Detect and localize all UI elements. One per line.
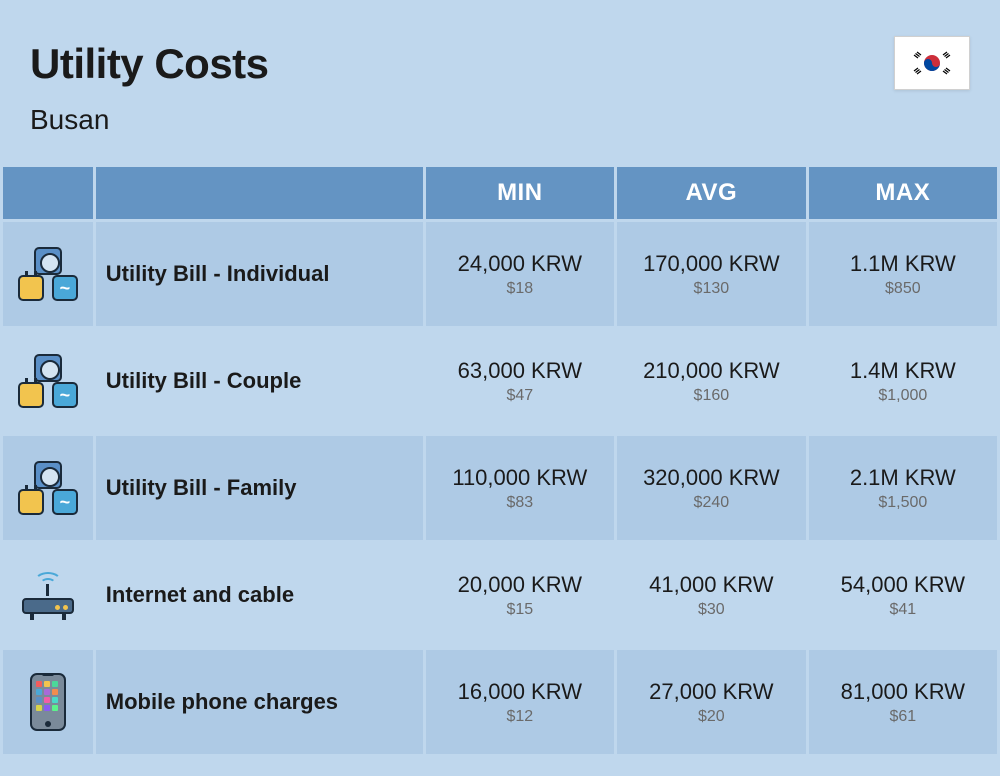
row-icon-cell	[3, 650, 93, 754]
table-row: Internet and cable20,000 KRW$1541,000 KR…	[3, 543, 997, 647]
avg-usd: $30	[625, 601, 798, 619]
row-label: Utility Bill - Individual	[96, 222, 423, 326]
col-header-min: MIN	[426, 167, 615, 219]
avg-krw: 41,000 KRW	[625, 571, 798, 600]
max-usd: $850	[817, 280, 989, 298]
utility-icon: ~	[18, 247, 78, 301]
row-max: 54,000 KRW$41	[809, 543, 997, 647]
col-header-max: MAX	[809, 167, 997, 219]
min-usd: $12	[434, 708, 607, 726]
page-subtitle: Busan	[30, 104, 970, 136]
utility-icon: ~	[18, 461, 78, 515]
max-usd: $1,500	[817, 494, 989, 512]
col-header-avg: AVG	[617, 167, 806, 219]
table-row: Mobile phone charges16,000 KRW$1227,000 …	[3, 650, 997, 754]
utility-icon: ~	[18, 354, 78, 408]
row-max: 2.1M KRW$1,500	[809, 436, 997, 540]
table-row: ~Utility Bill - Individual24,000 KRW$181…	[3, 222, 997, 326]
row-label: Internet and cable	[96, 543, 423, 647]
max-usd: $61	[817, 708, 989, 726]
min-krw: 16,000 KRW	[434, 678, 607, 707]
row-label: Mobile phone charges	[96, 650, 423, 754]
row-max: 1.4M KRW$1,000	[809, 329, 997, 433]
max-krw: 1.4M KRW	[817, 357, 989, 386]
router-icon	[18, 570, 78, 620]
row-icon-cell: ~	[3, 436, 93, 540]
row-avg: 210,000 KRW$160	[617, 329, 806, 433]
max-krw: 54,000 KRW	[817, 571, 989, 600]
row-min: 20,000 KRW$15	[426, 543, 615, 647]
min-usd: $15	[434, 601, 607, 619]
min-usd: $18	[434, 280, 607, 298]
max-krw: 2.1M KRW	[817, 464, 989, 493]
min-usd: $47	[434, 387, 607, 405]
min-krw: 20,000 KRW	[434, 571, 607, 600]
table-header-row: MIN AVG MAX	[3, 167, 997, 219]
header: Utility Costs Busan	[0, 0, 1000, 164]
country-flag-icon	[894, 36, 970, 90]
avg-usd: $240	[625, 494, 798, 512]
avg-krw: 320,000 KRW	[625, 464, 798, 493]
avg-usd: $160	[625, 387, 798, 405]
max-krw: 81,000 KRW	[817, 678, 989, 707]
table-row: ~Utility Bill - Couple63,000 KRW$47210,0…	[3, 329, 997, 433]
avg-krw: 27,000 KRW	[625, 678, 798, 707]
phone-icon	[30, 673, 66, 731]
row-avg: 27,000 KRW$20	[617, 650, 806, 754]
avg-krw: 210,000 KRW	[625, 357, 798, 386]
min-krw: 110,000 KRW	[434, 464, 607, 493]
max-krw: 1.1M KRW	[817, 250, 989, 279]
row-max: 81,000 KRW$61	[809, 650, 997, 754]
table-row: ~Utility Bill - Family110,000 KRW$83320,…	[3, 436, 997, 540]
row-min: 63,000 KRW$47	[426, 329, 615, 433]
avg-usd: $130	[625, 280, 798, 298]
avg-krw: 170,000 KRW	[625, 250, 798, 279]
col-header-icon	[3, 167, 93, 219]
row-label: Utility Bill - Family	[96, 436, 423, 540]
row-label: Utility Bill - Couple	[96, 329, 423, 433]
row-max: 1.1M KRW$850	[809, 222, 997, 326]
row-icon-cell: ~	[3, 222, 93, 326]
utility-costs-table: MIN AVG MAX ~Utility Bill - Individual24…	[0, 164, 1000, 757]
row-min: 24,000 KRW$18	[426, 222, 615, 326]
row-min: 16,000 KRW$12	[426, 650, 615, 754]
row-min: 110,000 KRW$83	[426, 436, 615, 540]
min-krw: 63,000 KRW	[434, 357, 607, 386]
page-title: Utility Costs	[30, 40, 970, 88]
row-avg: 320,000 KRW$240	[617, 436, 806, 540]
min-krw: 24,000 KRW	[434, 250, 607, 279]
row-avg: 41,000 KRW$30	[617, 543, 806, 647]
col-header-label	[96, 167, 423, 219]
max-usd: $1,000	[817, 387, 989, 405]
max-usd: $41	[817, 601, 989, 619]
row-avg: 170,000 KRW$130	[617, 222, 806, 326]
avg-usd: $20	[625, 708, 798, 726]
min-usd: $83	[434, 494, 607, 512]
row-icon-cell: ~	[3, 329, 93, 433]
row-icon-cell	[3, 543, 93, 647]
